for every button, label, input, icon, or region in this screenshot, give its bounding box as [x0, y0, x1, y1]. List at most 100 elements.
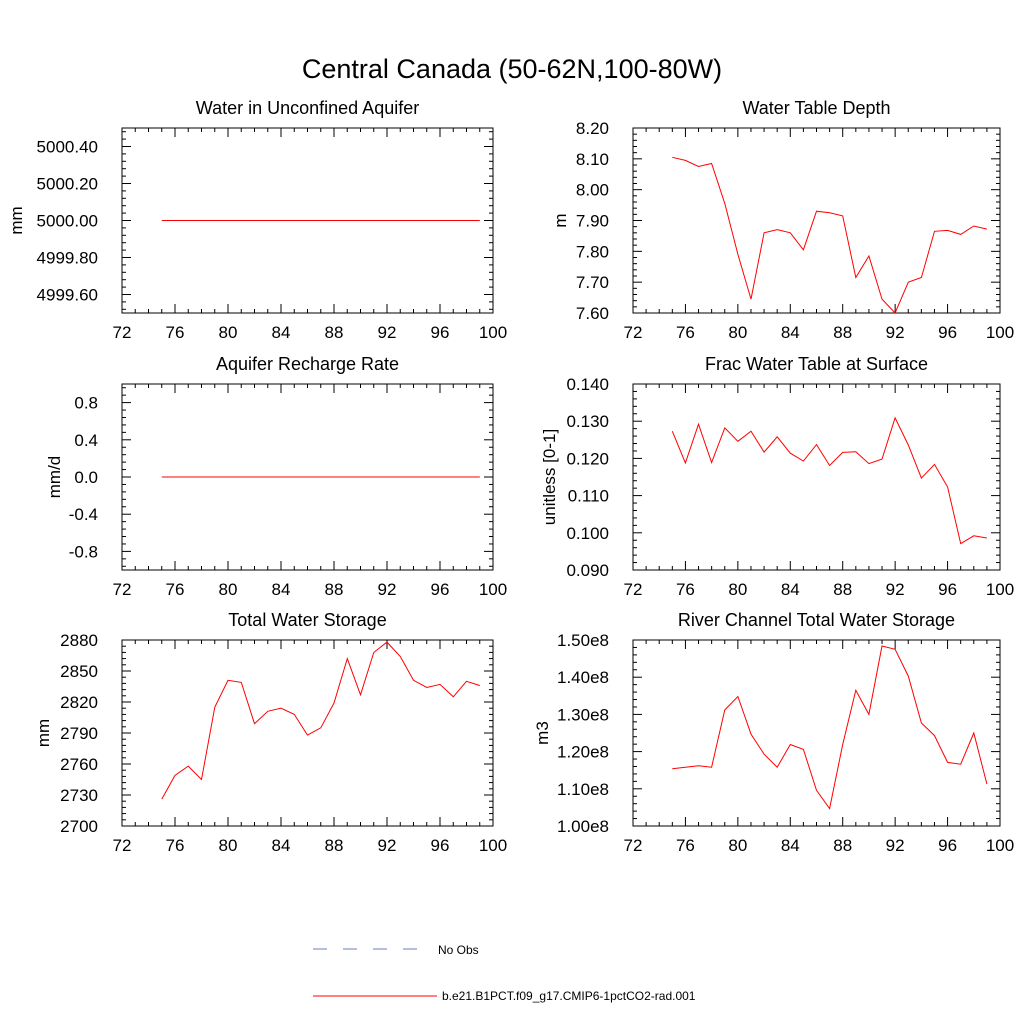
y-tick-label: 1.20e8	[557, 743, 609, 762]
y-tick-label: 1.10e8	[557, 780, 609, 799]
y-tick-label: 0.110	[568, 487, 609, 506]
series-line-1	[672, 645, 988, 810]
x-tick-label: 76	[166, 323, 185, 342]
y-tick-label: 4999.60	[37, 286, 98, 305]
x-tick-label: 76	[676, 323, 695, 342]
legend-model-label: b.e21.B1PCT.f09_g17.CMIP6-1pctCO2-rad.00…	[442, 989, 696, 1003]
x-tick-label: 88	[833, 836, 852, 855]
y-tick-label: 2850	[60, 662, 98, 681]
x-tick-label: 96	[938, 836, 957, 855]
y-tick-label: 2820	[60, 693, 98, 712]
y-tick-label: 7.90	[576, 212, 609, 231]
x-tick-label: 96	[431, 580, 450, 599]
series-line-1	[671, 416, 987, 545]
plot-frame	[632, 127, 1001, 314]
y-tick-label: 2700	[60, 817, 98, 836]
x-tick-label: 72	[113, 580, 132, 599]
y-tick-label: 8.20	[576, 119, 609, 138]
x-tick-label: 88	[325, 836, 344, 855]
plot-frame	[632, 383, 1001, 571]
y-axis-label: m	[551, 213, 570, 227]
x-tick-label: 84	[272, 836, 291, 855]
y-axis-label: mm/d	[45, 456, 64, 499]
panels: Water in Unconfined Aquifer mm 72 76 80 84 88 9…	[7, 98, 1014, 855]
x-tick-label: 84	[781, 323, 800, 342]
x-tick-label: 92	[378, 836, 397, 855]
y-axis-label: unitless [0-1]	[540, 429, 559, 525]
x-tick-label: 80	[219, 580, 238, 599]
plot-frame	[121, 639, 494, 827]
y-tick-label: 0.120	[566, 449, 609, 468]
panel-title: Frac Water Table at Surface	[705, 354, 928, 374]
y-tick-label: 0.090	[566, 561, 609, 580]
y-tick-label: 2760	[60, 755, 98, 774]
chart-panel-3: Aquifer Recharge Rate mm/d 72 76 80 84 88 92 96 1…	[45, 354, 507, 599]
y-tick-label: 1.00e8	[557, 817, 609, 836]
x-tick-label: 92	[378, 580, 397, 599]
x-tick-label: 88	[325, 580, 344, 599]
x-tick-label: 76	[676, 836, 695, 855]
y-tick-label: 7.80	[576, 242, 609, 261]
y-tick-label: 2790	[60, 724, 98, 743]
x-tick-label: 96	[938, 580, 957, 599]
chart-panel-1: Water in Unconfined Aquifer mm 72 76 80 84 88 9…	[7, 98, 507, 342]
y-tick-label: 5000.20	[37, 175, 98, 194]
y-tick-label: 2880	[60, 631, 98, 650]
y-tick-label: 0.8	[74, 394, 98, 413]
series-line-1	[161, 641, 480, 800]
x-tick-label: 92	[378, 323, 397, 342]
y-tick-label: -0.4	[69, 505, 98, 524]
chart-panel-6: River Channel Total Water Storage m3 72 76 8…	[533, 610, 1014, 855]
plot-frame	[632, 639, 1001, 827]
panel-title: Aquifer Recharge Rate	[216, 354, 399, 374]
y-tick-label: 0.140	[566, 375, 609, 394]
legend: No Obs b.e21.B1PCT.f09_g17.CMIP6-1pctCO2…	[313, 943, 696, 1003]
legend-no-obs-label: No Obs	[438, 943, 479, 957]
y-tick-label: 2730	[60, 786, 98, 805]
x-tick-label: 72	[113, 836, 132, 855]
y-tick-label: 7.60	[576, 304, 609, 323]
x-tick-label: 96	[431, 836, 450, 855]
x-tick-label: 84	[781, 580, 800, 599]
chart-panel-2: Water Table Depth m 72 76 80 84 88 92 96 100 7.60 7…	[551, 98, 1014, 342]
y-tick-label: 7.70	[576, 273, 609, 292]
panel-title: Water in Unconfined Aquifer	[196, 98, 419, 118]
x-tick-label: 100	[479, 580, 507, 599]
x-tick-label: 80	[728, 580, 747, 599]
chart-panel-4: Frac Water Table at Surface unitless [0-1…	[540, 354, 1014, 599]
x-tick-label: 92	[886, 836, 905, 855]
x-tick-label: 100	[986, 580, 1014, 599]
x-tick-label: 72	[624, 323, 643, 342]
y-tick-label: 1.30e8	[557, 705, 609, 724]
y-tick-label: 5000.00	[37, 212, 98, 231]
x-tick-label: 80	[728, 836, 747, 855]
x-tick-label: 88	[325, 323, 344, 342]
x-tick-label: 92	[886, 580, 905, 599]
x-tick-label: 80	[219, 323, 238, 342]
y-tick-label: 0.130	[566, 412, 609, 431]
x-tick-label: 100	[986, 323, 1014, 342]
panel-title: Water Table Depth	[742, 98, 890, 118]
x-tick-label: 84	[272, 323, 291, 342]
figure-title: Central Canada (50-62N,100-80W)	[302, 54, 722, 84]
x-tick-label: 72	[624, 580, 643, 599]
x-tick-label: 84	[781, 836, 800, 855]
x-tick-label: 88	[833, 580, 852, 599]
y-axis-label: mm	[7, 206, 26, 234]
x-tick-label: 100	[986, 836, 1014, 855]
x-tick-label: 72	[113, 323, 132, 342]
panel-title: Total Water Storage	[228, 610, 386, 630]
x-tick-label: 80	[219, 836, 238, 855]
y-tick-label: 8.10	[576, 150, 609, 169]
x-tick-label: 88	[833, 323, 852, 342]
y-tick-label: 1.40e8	[557, 668, 609, 687]
y-tick-label: 0.4	[74, 431, 98, 450]
y-tick-label: -0.8	[69, 542, 98, 561]
y-tick-label: 0.0	[74, 468, 98, 487]
y-tick-label: 0.100	[566, 524, 609, 543]
y-tick-label: 1.50e8	[557, 631, 609, 650]
series-line-1	[672, 156, 988, 314]
x-tick-label: 100	[479, 836, 507, 855]
x-tick-label: 80	[728, 323, 747, 342]
